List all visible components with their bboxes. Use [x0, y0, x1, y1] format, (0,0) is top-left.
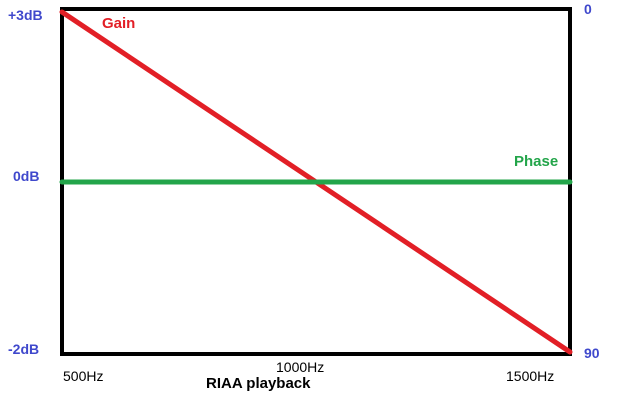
left-tick-label: 0dB — [13, 168, 39, 184]
x-tick-label: 500Hz — [63, 368, 103, 384]
right-tick-label: 0 — [584, 1, 592, 17]
series-label-gain: Gain — [102, 15, 135, 32]
label-layer: +3dB 0dB -2dB 0 90 500Hz 1000Hz 1500Hz R… — [8, 1, 600, 392]
series-label-phase: Phase — [514, 153, 558, 170]
left-tick-label: -2dB — [8, 341, 39, 357]
left-tick-label: +3dB — [8, 7, 43, 23]
x-tick-label: 1500Hz — [506, 368, 554, 384]
right-tick-label: 90 — [584, 345, 600, 361]
series-layer — [59, 9, 573, 355]
x-tick-label: 1000Hz — [276, 359, 324, 375]
chart-title: RIAA playback — [206, 375, 311, 392]
